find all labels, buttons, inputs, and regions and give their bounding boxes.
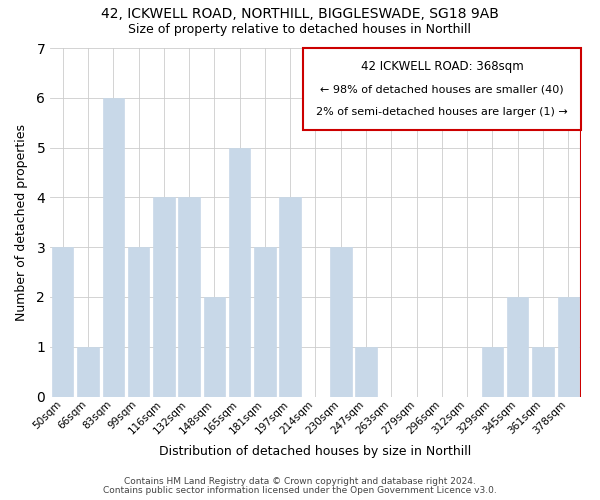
Bar (128, 247, 149, 396)
Bar (532, 346, 554, 397)
Bar (52, 247, 73, 396)
Bar (178, 198, 200, 396)
Text: ← 98% of detached houses are smaller (40): ← 98% of detached houses are smaller (40… (320, 84, 563, 94)
X-axis label: Distribution of detached houses by size in Northill: Distribution of detached houses by size … (160, 444, 472, 458)
Bar (229, 148, 250, 396)
Text: 42 ICKWELL ROAD: 368sqm: 42 ICKWELL ROAD: 368sqm (361, 60, 523, 72)
Bar (77, 346, 99, 397)
Bar (280, 198, 301, 396)
Bar (557, 297, 579, 396)
Bar (203, 297, 225, 396)
Text: Contains public sector information licensed under the Open Government Licence v3: Contains public sector information licen… (103, 486, 497, 495)
Bar (153, 198, 175, 396)
Text: Contains HM Land Registry data © Crown copyright and database right 2024.: Contains HM Land Registry data © Crown c… (124, 477, 476, 486)
Bar (103, 98, 124, 396)
Bar (303, 48, 581, 130)
Bar (507, 297, 529, 396)
Text: 2% of semi-detached houses are larger (1) →: 2% of semi-detached houses are larger (1… (316, 107, 568, 117)
Y-axis label: Number of detached properties: Number of detached properties (15, 124, 28, 321)
Bar (254, 247, 275, 396)
Bar (482, 346, 503, 397)
Text: Size of property relative to detached houses in Northill: Size of property relative to detached ho… (128, 22, 472, 36)
Bar (330, 247, 352, 396)
Bar (355, 346, 377, 397)
Text: 42, ICKWELL ROAD, NORTHILL, BIGGLESWADE, SG18 9AB: 42, ICKWELL ROAD, NORTHILL, BIGGLESWADE,… (101, 8, 499, 22)
